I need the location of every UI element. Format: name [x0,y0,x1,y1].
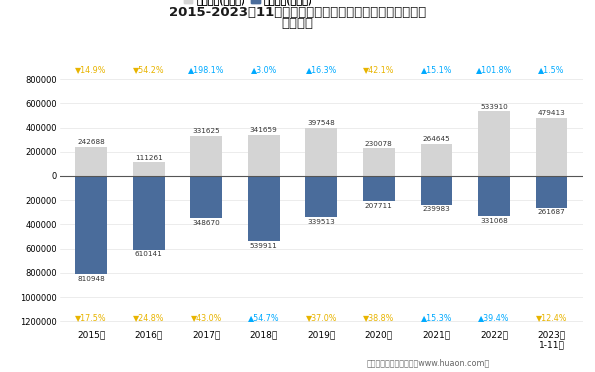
Text: 242688: 242688 [77,139,105,145]
Bar [536,176,567,208]
Text: 239983: 239983 [422,206,450,212]
Bar [248,176,280,241]
Text: ▼12.4%: ▼12.4% [536,313,567,322]
Bar [421,144,452,176]
Text: 331068: 331068 [480,218,508,224]
Text: ▼37.0%: ▼37.0% [306,313,337,322]
Text: 533910: 533910 [480,104,508,110]
Text: 111261: 111261 [135,155,162,161]
Text: ▲101.8%: ▲101.8% [476,65,512,74]
Text: 348670: 348670 [192,219,220,226]
Bar [536,118,567,176]
Text: 341659: 341659 [250,127,278,133]
Text: ▲54.7%: ▲54.7% [248,313,280,322]
Text: ▼24.8%: ▼24.8% [133,313,164,322]
Text: 610141: 610141 [135,251,162,257]
Text: 2015-2023年11月海南省并经济特区外商投资企业进、出口: 2015-2023年11月海南省并经济特区外商投资企业进、出口 [169,6,426,19]
Text: 810948: 810948 [77,276,105,282]
Bar [190,176,222,218]
Text: ▲15.1%: ▲15.1% [421,65,452,74]
Text: 207711: 207711 [365,203,393,209]
Bar [76,147,107,176]
Bar [248,135,280,176]
Text: 额统计图: 额统计图 [281,17,314,30]
Text: 331625: 331625 [192,128,220,134]
Bar [478,176,510,216]
Bar [478,111,510,176]
Legend: 出口总额(万美元), 进口总额(万美元): 出口总额(万美元), 进口总额(万美元) [183,0,314,6]
Bar [133,176,164,250]
Bar [305,128,337,176]
Bar [305,176,337,217]
Text: 261687: 261687 [537,209,565,215]
Text: 制图：华经产业研究院（www.huaon.com）: 制图：华经产业研究院（www.huaon.com） [367,359,490,368]
Text: 539911: 539911 [250,243,278,249]
Bar [190,136,222,176]
Bar [421,176,452,205]
Text: ▼17.5%: ▼17.5% [76,313,107,322]
Text: ▲3.0%: ▲3.0% [250,65,277,74]
Text: 479413: 479413 [537,110,565,116]
Text: 397548: 397548 [308,121,335,126]
Text: ▼14.9%: ▼14.9% [76,65,107,74]
Text: ▼42.1%: ▼42.1% [363,65,394,74]
Text: ▲16.3%: ▲16.3% [306,65,337,74]
Text: 230078: 230078 [365,141,393,147]
Text: ▼38.8%: ▼38.8% [363,313,394,322]
Text: ▲15.3%: ▲15.3% [421,313,452,322]
Text: 264645: 264645 [422,137,450,142]
Text: ▲39.4%: ▲39.4% [478,313,510,322]
Text: ▲198.1%: ▲198.1% [188,65,224,74]
Text: ▼54.2%: ▼54.2% [133,65,164,74]
Text: 339513: 339513 [308,218,335,225]
Bar [133,163,164,176]
Bar [76,176,107,274]
Bar [363,176,394,201]
Bar [363,148,394,176]
Text: ▲1.5%: ▲1.5% [538,65,565,74]
Text: ▼43.0%: ▼43.0% [190,313,222,322]
